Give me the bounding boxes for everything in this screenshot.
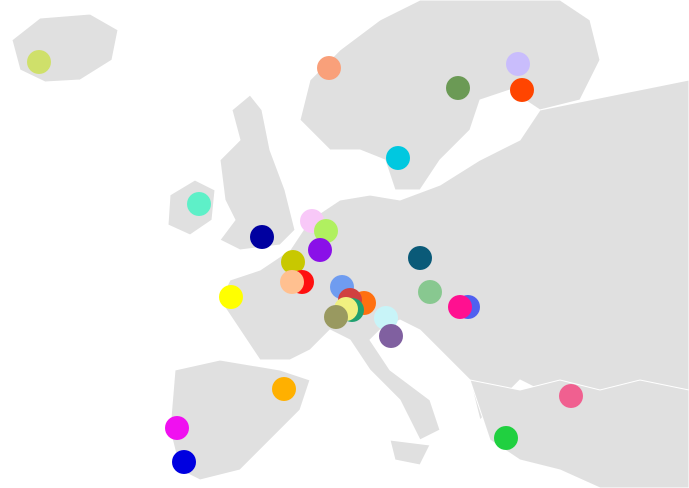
- marker[interactable]: [280, 270, 304, 294]
- marker[interactable]: [448, 295, 472, 319]
- marker[interactable]: [446, 76, 470, 100]
- marker[interactable]: [506, 52, 530, 76]
- marker[interactable]: [314, 219, 338, 243]
- marker[interactable]: [324, 305, 348, 329]
- marker[interactable]: [272, 377, 296, 401]
- markers: [27, 50, 583, 474]
- marker[interactable]: [250, 225, 274, 249]
- marker[interactable]: [172, 450, 196, 474]
- marker[interactable]: [510, 78, 534, 102]
- marker[interactable]: [494, 426, 518, 450]
- marker[interactable]: [187, 192, 211, 216]
- marker[interactable]: [408, 246, 432, 270]
- marker[interactable]: [386, 146, 410, 170]
- marker[interactable]: [27, 50, 51, 74]
- marker[interactable]: [317, 56, 341, 80]
- marker[interactable]: [281, 250, 305, 274]
- marker[interactable]: [308, 238, 332, 262]
- marker[interactable]: [559, 384, 583, 408]
- marker[interactable]: [374, 306, 398, 330]
- marker[interactable]: [418, 280, 442, 304]
- marker[interactable]: [379, 324, 403, 348]
- marker[interactable]: [219, 285, 243, 309]
- marker[interactable]: [165, 416, 189, 440]
